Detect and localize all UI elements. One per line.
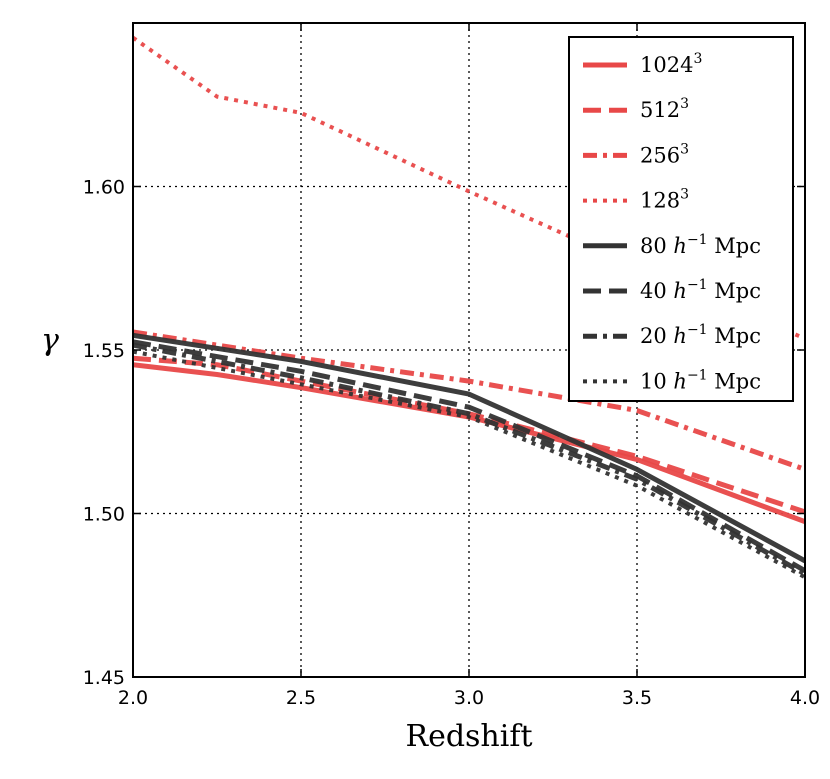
y-tick-label: 1.60 [83, 177, 125, 199]
legend-label-3: 1283 [640, 187, 689, 213]
series-line-6 [133, 342, 805, 577]
series-line-2 [133, 329, 805, 472]
x-tick-label: 4.0 [790, 687, 820, 709]
legend-label-5: 40 h−1 Mpc [640, 277, 761, 303]
series-line-5 [133, 339, 805, 573]
x-tick-label: 2.0 [118, 687, 148, 709]
legend-label-6: 20 h−1 Mpc [640, 322, 761, 348]
x-tick-label: 2.5 [286, 687, 316, 709]
ticks: 2.0 2.5 3.0 3.5 4.0 1.45 1.50 1.55 1.60 [83, 23, 820, 709]
series-line-3 [133, 36, 805, 341]
legend-label-7: 10 h−1 Mpc [640, 367, 761, 393]
legend-label-1: 5123 [640, 96, 689, 122]
y-tick-label: 1.55 [83, 340, 125, 362]
x-tick-label: 3.5 [622, 687, 652, 709]
x-axis-title: Redshift [405, 719, 532, 754]
series-line-0 [133, 362, 805, 525]
series-line-7 [133, 349, 805, 580]
y-tick-label: 1.50 [83, 504, 125, 526]
legend-label-4: 80 h−1 Mpc [640, 232, 761, 258]
legend: 10243 5123 2563 1283 80 h−1 Mpc 40 h−1 Mpc 20 … [568, 36, 794, 402]
x-tick-label: 3.0 [454, 687, 484, 709]
series-layer [133, 36, 805, 580]
legend-box [568, 36, 794, 402]
series-line-4 [133, 332, 805, 564]
legend-label-0: 10243 [640, 51, 702, 77]
legend-label-2: 2563 [640, 141, 689, 167]
y-axis-title: γ [41, 323, 59, 358]
y-tick-label: 1.45 [83, 667, 125, 689]
